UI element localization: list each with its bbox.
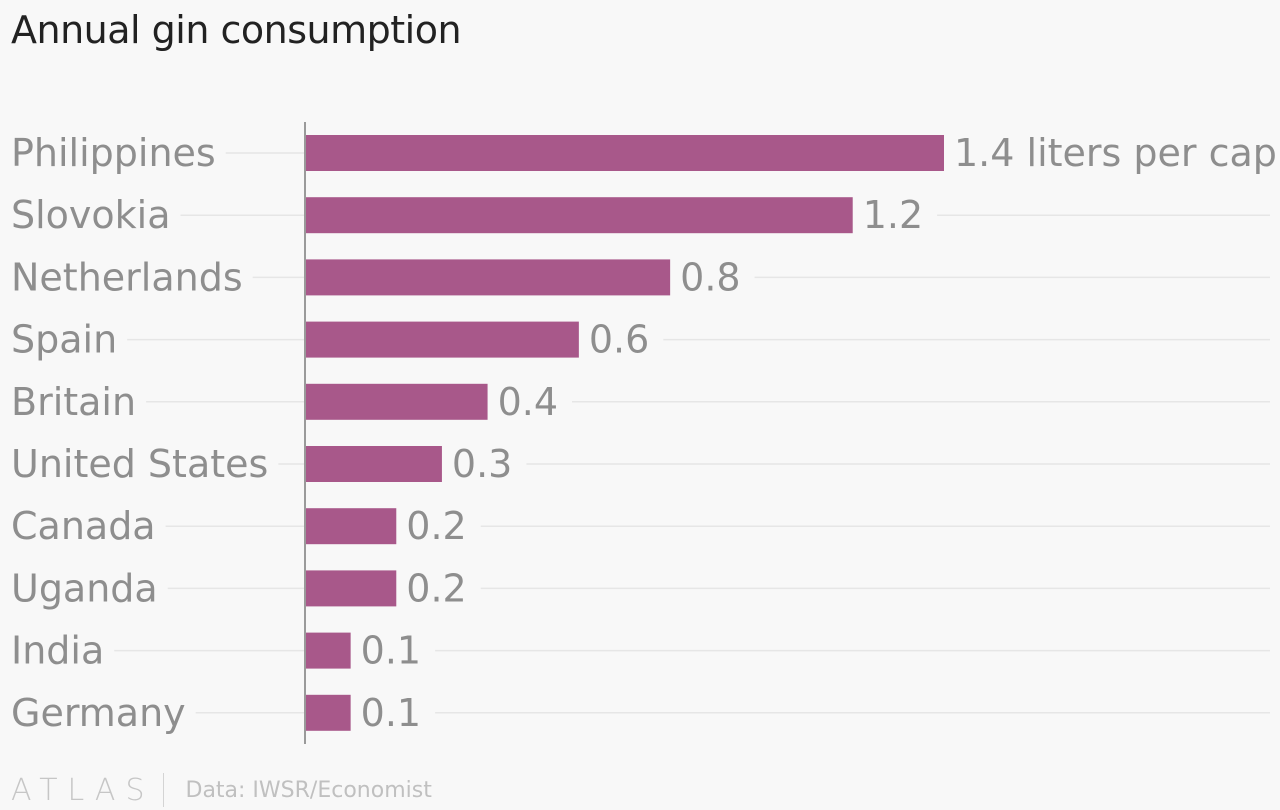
bar bbox=[305, 632, 351, 669]
value-label: 1.4 liters per capita bbox=[954, 131, 1280, 175]
bar bbox=[305, 446, 442, 482]
category-label: United States bbox=[11, 442, 268, 486]
value-label: 0.2 bbox=[406, 504, 466, 548]
bar bbox=[305, 197, 853, 234]
category-label: Britain bbox=[11, 380, 136, 424]
value-label: 0.6 bbox=[589, 318, 649, 362]
data-source: Data: IWSR/Economist bbox=[185, 777, 432, 803]
footer-divider bbox=[162, 773, 164, 807]
category-label: Canada bbox=[11, 504, 156, 548]
bar bbox=[305, 570, 397, 607]
atlas-logo: ATLAS bbox=[11, 772, 155, 808]
category-label: Uganda bbox=[11, 566, 158, 610]
value-label: 0.4 bbox=[498, 380, 558, 424]
chart-footer: ATLAS Data: IWSR/Economist bbox=[11, 772, 432, 808]
category-label: Netherlands bbox=[11, 255, 243, 299]
value-label: 0.1 bbox=[361, 691, 421, 735]
category-label: Spain bbox=[11, 318, 117, 362]
bar bbox=[305, 508, 397, 545]
category-label: India bbox=[11, 629, 104, 673]
value-label: 0.3 bbox=[452, 442, 512, 486]
value-label: 1.2 bbox=[863, 193, 923, 237]
value-label: 0.1 bbox=[361, 629, 421, 673]
bar bbox=[305, 383, 488, 420]
chart-title: Annual gin consumption bbox=[11, 8, 462, 52]
bar bbox=[305, 259, 671, 296]
bar bbox=[305, 321, 579, 358]
bar bbox=[305, 135, 944, 171]
bar bbox=[305, 694, 351, 731]
category-label: Germany bbox=[11, 691, 186, 735]
category-label: Philippines bbox=[11, 131, 216, 175]
value-label: 0.2 bbox=[406, 566, 466, 610]
category-label: Slovokia bbox=[11, 193, 171, 237]
bar-chart: Philippines 1.4 liters per capita Slovokia… bbox=[11, 122, 1280, 744]
value-label: 0.8 bbox=[680, 255, 740, 299]
